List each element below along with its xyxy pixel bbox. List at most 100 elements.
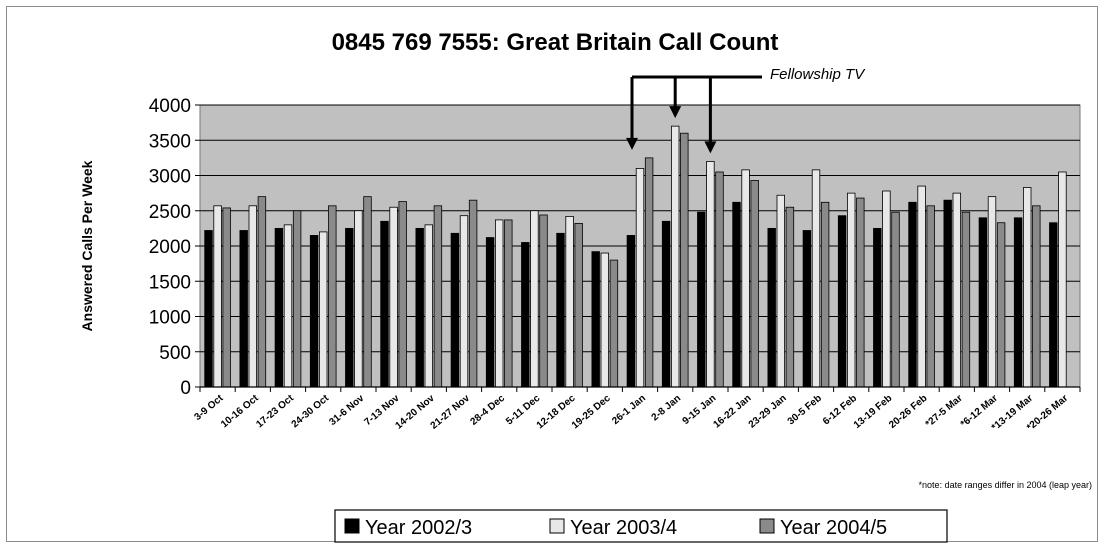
bar-2-4: [354, 210, 363, 388]
bar-1-9: [521, 242, 530, 388]
bar-2-0: [213, 205, 222, 388]
bar-3-19: [891, 211, 900, 388]
footnote: *note: date ranges differ in 2004 (leap …: [919, 480, 1092, 490]
bar-2-15: [741, 169, 750, 388]
bar-2-2: [283, 224, 293, 388]
bar-2-17: [811, 169, 821, 388]
bar-1-12: [626, 235, 636, 388]
bar-2-23: [1023, 187, 1032, 388]
legend-swatch-3: [759, 518, 775, 534]
x-tick-label: 17-23 Oct: [254, 392, 296, 430]
bar-3-18: [856, 197, 865, 388]
bar-3-0: [222, 207, 231, 388]
bar-3-21: [961, 211, 971, 388]
bar-1-14: [697, 211, 706, 388]
legend-label-1: Year 2002/3: [365, 517, 472, 539]
bar-1-4: [345, 227, 354, 388]
x-tick-label: 24-30 Oct: [290, 392, 332, 430]
bar-2-20: [917, 185, 926, 388]
bar-3-13: [680, 132, 689, 388]
annotation-arrow-head: [704, 141, 717, 154]
bar-1-13: [661, 220, 671, 388]
y-tick-label: 0: [180, 378, 191, 399]
bar-1-8: [485, 237, 495, 388]
bar-3-16: [785, 206, 795, 388]
legend-swatch-2: [549, 518, 565, 534]
bar-3-2: [292, 210, 302, 388]
x-tick-label: 2-8 Jan: [650, 393, 683, 424]
bar-3-11: [609, 259, 619, 388]
y-tick-label: 2000: [149, 237, 191, 258]
y-tick-label: 2500: [149, 202, 191, 223]
bar-3-7: [468, 199, 478, 388]
bar-2-1: [248, 205, 257, 388]
bar-3-10: [574, 223, 583, 388]
x-tick-label: 21-27 Nov: [429, 393, 473, 432]
bar-1-17: [802, 230, 812, 388]
bar-3-20: [926, 205, 935, 388]
bar-1-16: [767, 227, 776, 388]
bar-1-15: [732, 201, 741, 388]
bar-1-18: [837, 215, 847, 388]
y-tick-label: 500: [159, 343, 191, 364]
bar-2-12: [635, 168, 645, 388]
annotation-fellowship-tv: Fellowship TV: [626, 66, 866, 154]
bar-1-7: [450, 232, 460, 388]
x-tick-label: 10-16 Oct: [219, 392, 261, 430]
x-tick-label: 26-1 Jan: [610, 393, 648, 427]
bar-3-8: [504, 219, 513, 388]
x-tick-label: 23-29 Jan: [747, 393, 789, 431]
bar-3-6: [433, 205, 443, 388]
bar-2-6: [424, 224, 433, 388]
x-tick-label: 16-22 Jan: [712, 393, 754, 431]
bar-3-1: [257, 196, 267, 388]
bar-2-21: [952, 192, 961, 388]
bar-2-14: [706, 160, 715, 388]
x-tick-label: 30-5 Feb: [786, 393, 824, 428]
x-tick-label: 3-9 Oct: [192, 392, 226, 423]
bar-3-9: [539, 214, 548, 388]
bar-1-2: [274, 227, 284, 388]
bar-3-3: [328, 205, 337, 388]
bar-2-9: [530, 210, 539, 388]
bar-3-4: [363, 196, 372, 388]
x-tick-label: 13-19 Feb: [852, 393, 894, 431]
bar-2-16: [776, 194, 785, 388]
bar-2-11: [600, 252, 609, 388]
x-tick-label: 31-6 Nov: [327, 393, 366, 429]
bar-2-19: [882, 190, 891, 388]
bar-3-22: [996, 222, 1006, 388]
x-tick-label: 28-4 Dec: [469, 393, 508, 428]
bar-1-0: [204, 230, 213, 388]
bar-2-10: [565, 215, 574, 388]
annotation-text: Fellowship TV: [770, 66, 866, 83]
bar-1-1: [239, 230, 248, 388]
bar-1-20: [908, 201, 917, 388]
legend-label-3: Year 2004/5: [780, 517, 887, 539]
bar-2-13: [671, 125, 680, 388]
bar-3-17: [820, 201, 830, 388]
bar-2-22: [987, 196, 997, 388]
bar-1-24: [1049, 222, 1058, 388]
bar-3-5: [398, 201, 407, 388]
legend-box: [334, 509, 948, 543]
bar-3-23: [1032, 205, 1041, 388]
chart-title: 0845 769 7555: Great Britain Call Count: [332, 29, 779, 56]
bar-2-7: [459, 215, 469, 388]
bar-1-21: [943, 199, 952, 388]
legend-label-2: Year 2003/4: [570, 517, 677, 539]
bar-1-23: [1013, 217, 1023, 388]
y-tick-label: 4000: [149, 96, 191, 117]
legend: Year 2002/3 Year 2003/4 Year 2004/5: [334, 509, 948, 543]
annotation-arrow-head: [626, 137, 638, 150]
bar-1-19: [873, 227, 882, 388]
bars: [204, 125, 1067, 388]
bar-2-18: [847, 192, 856, 388]
x-tick-label: 20-26 Feb: [887, 393, 929, 431]
y-tick-label: 3500: [149, 131, 191, 152]
bar-1-3: [309, 235, 319, 388]
bar-2-3: [318, 231, 328, 388]
x-tick-label: *27-5 Mar: [924, 393, 965, 430]
